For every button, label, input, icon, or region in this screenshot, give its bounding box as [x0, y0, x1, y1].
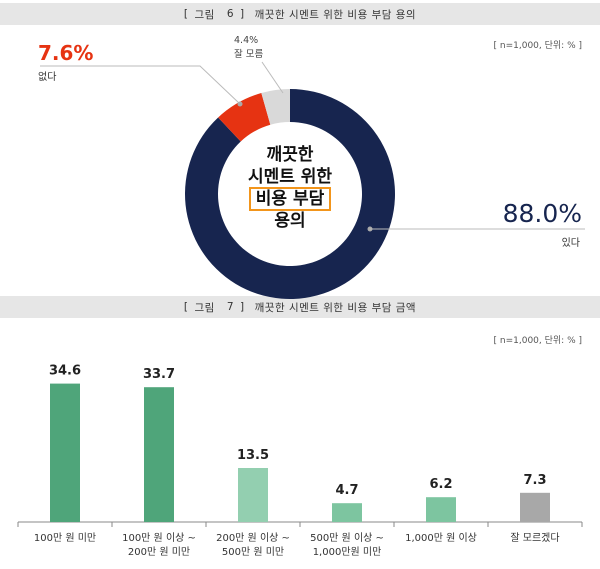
donut-center-line: 용의	[274, 211, 305, 231]
figure6-number: 6	[226, 8, 235, 20]
center-highlight-box	[249, 187, 331, 211]
donut-slice-no	[218, 92, 271, 142]
figure7-bracket-close: ]	[240, 301, 245, 313]
value-label-yes: 88.0%	[503, 199, 582, 228]
value-label-no: 7.6%	[38, 41, 93, 65]
figure6-bracket-close: ]	[240, 8, 245, 20]
figure7-bracket-open: [	[183, 301, 189, 313]
bar	[238, 468, 268, 522]
category-label-yes: 있다	[562, 237, 580, 249]
bar-value-label: 6.2	[429, 477, 452, 492]
x-tick-label: 500만 원 이상 ~	[310, 532, 384, 544]
donut-slice-yes	[185, 89, 396, 299]
x-tick-label: 500만 원 미만	[222, 546, 284, 558]
donut-center-line: 비용 부담	[256, 189, 325, 209]
donut-center-line: 시멘트 위한	[248, 167, 332, 187]
figure6-label: 그림	[194, 8, 215, 21]
figure6-header: [ 그림 6 ] 깨끗한 시멘트 위한 비용 부담 용의	[0, 3, 600, 25]
bar-value-label: 34.6	[49, 364, 81, 379]
bar-value-label: 13.5	[237, 448, 269, 463]
figure7-unit: [ n=1,000, 단위: % ]	[493, 336, 582, 346]
x-tick-label: 100만 원 이상 ~	[122, 532, 196, 544]
bar	[426, 497, 456, 522]
bar-value-label: 33.7	[143, 367, 175, 382]
bar	[332, 503, 362, 522]
x-tick-label: 잘 모르겠다	[510, 532, 559, 544]
x-tick-label: 200만 원 미만	[128, 546, 190, 558]
leader-line-no	[40, 65, 241, 105]
leader-dot-no	[237, 101, 243, 107]
leader-line-dont-know	[261, 61, 284, 94]
donut-center-line: 깨끗한	[267, 145, 314, 165]
bar-value-label: 7.3	[523, 473, 546, 488]
value-label-dont-know: 4.4%	[234, 35, 258, 46]
bar	[520, 492, 550, 522]
donut-slice-dont-know	[261, 89, 290, 125]
bar-value-label: 4.7	[335, 483, 358, 498]
x-tick-label: 1,000만 원 이상	[405, 532, 477, 544]
x-tick-label: 1,000만원 미만	[313, 546, 382, 558]
category-label-dont-know: 잘 모름	[234, 48, 263, 60]
x-tick-label: 100만 원 미만	[34, 532, 96, 544]
figure6-unit: [ n=1,000, 단위: % ]	[493, 41, 582, 51]
category-label-no: 없다	[38, 70, 56, 83]
figure7-title: 깨끗한 시멘트 위한 비용 부담 금액	[254, 301, 417, 314]
figure6-bracket-open: [	[183, 8, 189, 20]
figure6-title: 깨끗한 시멘트 위한 비용 부담 용의	[254, 8, 417, 21]
figure7-header: [ 그림 7 ] 깨끗한 시멘트 위한 비용 부담 금액	[0, 296, 600, 318]
bar	[50, 383, 80, 522]
x-tick-label: 200만 원 이상 ~	[216, 532, 290, 544]
figure7-label: 그림	[194, 301, 215, 314]
bar	[144, 387, 174, 522]
figure7-number: 7	[226, 301, 235, 313]
